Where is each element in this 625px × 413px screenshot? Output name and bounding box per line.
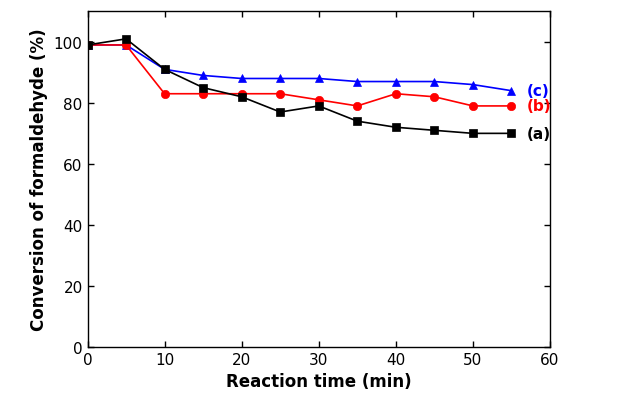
Text: (c): (c) <box>527 84 549 99</box>
Y-axis label: Conversion of formaldehyde (%): Conversion of formaldehyde (%) <box>30 29 48 330</box>
Text: (a): (a) <box>527 126 551 142</box>
Text: (b): (b) <box>527 99 551 114</box>
X-axis label: Reaction time (min): Reaction time (min) <box>226 372 412 390</box>
